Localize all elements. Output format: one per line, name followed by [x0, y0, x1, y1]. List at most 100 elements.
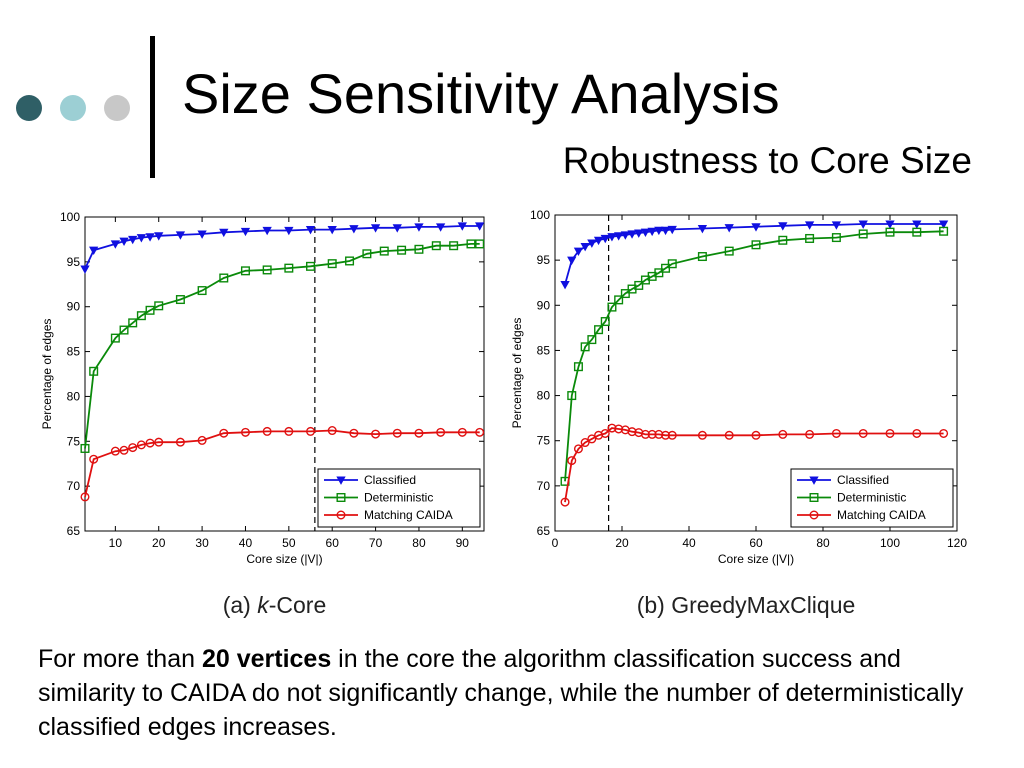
- y-tick-label: 75: [67, 434, 81, 448]
- data-point: [175, 295, 185, 305]
- data-point: [262, 226, 272, 236]
- data-point: [80, 492, 90, 502]
- data-point: [128, 443, 138, 453]
- data-point: [660, 226, 671, 236]
- data-point: [580, 243, 590, 252]
- data-point: [414, 223, 424, 232]
- x-axis-label: Core size (|V|): [246, 552, 322, 566]
- data-point: [831, 233, 841, 243]
- data-point: [370, 224, 381, 233]
- y-tick-label: 65: [537, 524, 551, 538]
- data-point: [634, 280, 644, 290]
- y-tick-label: 65: [67, 524, 81, 538]
- x-tick-label: 100: [880, 536, 900, 550]
- y-axis-label: Percentage of edges: [510, 318, 524, 429]
- chart-greedy-max-clique: 0 20 40 60 80 100 120 65 70 75 80 85 90 95 100 Core siz…: [505, 205, 985, 625]
- data-point: [449, 241, 459, 251]
- data-point: [805, 233, 815, 243]
- data-point: [751, 240, 761, 250]
- data-point: [607, 423, 617, 433]
- y-tick-label: 90: [537, 298, 551, 312]
- title-divider: [150, 36, 155, 178]
- data-point: [475, 427, 485, 437]
- y-tick-label: 70: [537, 479, 551, 493]
- data-point: [654, 226, 664, 236]
- data-point: [145, 305, 155, 315]
- x-tick-label: 60: [749, 536, 763, 550]
- data-point: [305, 226, 316, 235]
- y-tick-label: 85: [537, 343, 551, 357]
- data-point: [262, 426, 272, 436]
- legend-swatch-marker: [336, 476, 346, 485]
- x-tick-label: 20: [615, 536, 629, 550]
- data-point: [614, 232, 624, 241]
- legend-label: Deterministic: [837, 491, 906, 505]
- legend-swatch-marker: [336, 493, 346, 503]
- x-tick-label: 30: [195, 536, 209, 550]
- data-point: [306, 426, 316, 436]
- x-tick-label: 50: [282, 536, 296, 550]
- data-point: [607, 302, 617, 312]
- data-point: [349, 225, 359, 234]
- series-deterministic: [560, 226, 949, 486]
- data-point: [661, 430, 671, 440]
- legend-swatch-marker: [336, 510, 346, 520]
- data-point: [306, 261, 316, 271]
- legend-label: Matching CAIDA: [837, 508, 926, 522]
- data-point: [654, 268, 664, 278]
- x-tick-label: 80: [816, 536, 830, 550]
- data-point: [284, 226, 294, 236]
- data-point: [119, 325, 129, 335]
- data-point: [262, 265, 272, 275]
- y-tick-label: 80: [537, 389, 551, 403]
- data-point: [778, 235, 788, 245]
- data-point: [110, 446, 120, 456]
- data-point: [938, 220, 949, 229]
- chart-caption: (b) GreedyMaxClique: [637, 592, 856, 618]
- data-point: [219, 428, 229, 438]
- data-point: [560, 497, 570, 507]
- data-point: [119, 445, 129, 455]
- x-tick-label: 0: [552, 536, 559, 550]
- data-point: [912, 220, 922, 229]
- series-line: [84, 429, 480, 498]
- data-point: [580, 438, 590, 448]
- data-point: [580, 342, 590, 352]
- data-point: [175, 231, 186, 240]
- series-matching-caida: [80, 426, 485, 502]
- x-tick-label: 10: [109, 536, 123, 550]
- data-point: [327, 259, 337, 269]
- data-point: [145, 233, 155, 242]
- series-matching-caida: [560, 423, 949, 507]
- y-tick-label: 80: [67, 389, 81, 403]
- data-point: [197, 230, 207, 239]
- slide-subtitle: Robustness to Core Size: [562, 140, 972, 181]
- data-point: [594, 325, 604, 335]
- y-axis-label: Percentage of edges: [40, 319, 54, 430]
- data-point: [587, 239, 597, 248]
- data-point: [392, 428, 402, 438]
- data-point: [697, 430, 707, 440]
- data-point: [587, 434, 597, 444]
- data-point: [654, 429, 664, 439]
- data-point: [327, 226, 337, 235]
- legend-box: [790, 468, 954, 528]
- chart-caption-prefix: (a): [223, 592, 258, 618]
- data-point: [634, 229, 644, 238]
- data-point: [371, 429, 381, 439]
- data-point: [627, 230, 637, 239]
- data-point: [457, 222, 467, 231]
- data-point: [466, 239, 476, 249]
- data-point: [475, 222, 485, 231]
- data-point: [858, 229, 868, 239]
- legend-label: Deterministic: [364, 491, 433, 505]
- series-deterministic: [80, 239, 485, 453]
- data-point: [885, 428, 895, 438]
- data-point: [80, 443, 90, 453]
- data-point: [640, 429, 650, 439]
- data-point: [89, 366, 99, 376]
- chart-caption-italic: k: [257, 592, 270, 618]
- data-point: [362, 249, 372, 259]
- data-point: [600, 234, 610, 244]
- y-tick-label: 95: [67, 255, 81, 269]
